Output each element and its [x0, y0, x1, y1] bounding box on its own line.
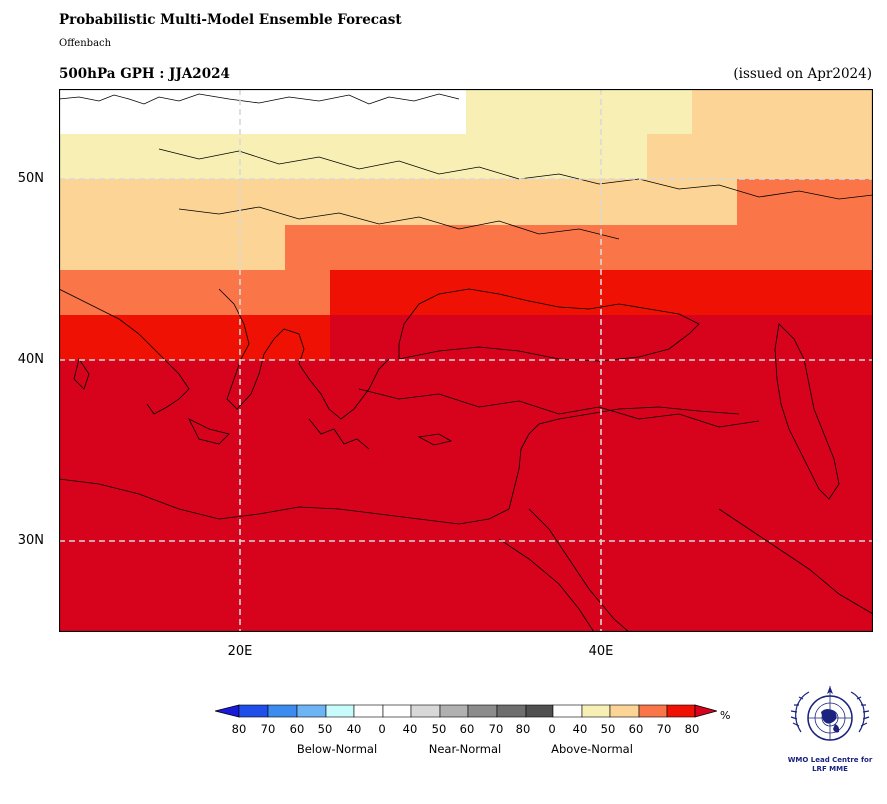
lon-label-40e: 40E: [588, 644, 614, 659]
colorbar-above-70: [666, 704, 696, 718]
levant-coast: [508, 406, 740, 510]
lat-label-30n: 30N: [17, 533, 44, 548]
colorbar-below-60: [296, 704, 327, 718]
colorbar-near-70: [496, 704, 527, 718]
aegean-islands: [308, 418, 370, 450]
colorbar-below-40: [353, 704, 384, 718]
probability-blocks: [59, 89, 873, 632]
wmo-emblem-icon: [790, 686, 870, 741]
variable-label: 500hPa GPH : JJA2024: [59, 66, 230, 82]
map-subtitle: Offenbach: [59, 38, 112, 49]
colorbar-tick: 40: [572, 722, 588, 736]
caspian-sea: [774, 323, 840, 500]
sardinia: [73, 358, 90, 390]
category-below-normal: Below-Normal: [296, 742, 378, 756]
colorbar-near-50: [439, 704, 469, 718]
block-above-70: [59, 315, 330, 360]
block-above-50: [647, 134, 873, 179]
cyprus: [417, 433, 453, 446]
block-above-50: [59, 225, 285, 270]
block-above-60: [737, 179, 873, 225]
colorbar: [214, 703, 719, 724]
wmo-logo: [787, 684, 873, 776]
colorbar-tick: 70: [260, 722, 276, 736]
black-sea: [398, 288, 700, 362]
balkan-coast: [218, 288, 390, 420]
lat-label-40n: 40N: [17, 352, 44, 367]
colorbar-svg: [214, 704, 719, 718]
colorbar-near-60: [467, 704, 498, 718]
wmo-caption-line1: WMO Lead Centre for: [787, 756, 873, 764]
colorbar-tick: 0: [548, 722, 556, 736]
sicily: [188, 418, 230, 445]
colorbar-below-80: [238, 704, 269, 718]
forecast-map: [59, 89, 873, 632]
colorbar-above-40: [581, 704, 611, 718]
category-near-normal: Near-Normal: [428, 742, 502, 756]
colorbar-tick: 0: [378, 722, 386, 736]
colorbar-above-50: [609, 704, 640, 718]
red-sea-west: [498, 538, 595, 632]
colorbar-tick: 80: [684, 722, 700, 736]
map-svg: [59, 89, 873, 632]
colorbar-tick: 60: [628, 722, 644, 736]
colorbar-tick: 40: [346, 722, 362, 736]
colorbar-tick: 50: [317, 722, 333, 736]
colorbar-tick: 70: [656, 722, 672, 736]
colorbar-tick: 70: [488, 722, 504, 736]
wmo-caption: WMO Lead Centre for LRF MME: [780, 756, 880, 774]
block-above-60: [285, 225, 873, 270]
colorbar-near-80: [525, 704, 554, 718]
colorbar-below-70: [267, 704, 298, 718]
colorbar-near-40: [410, 704, 441, 718]
block-above-40: [59, 134, 647, 179]
colorbar-tick: 50: [431, 722, 447, 736]
map-border: [59, 89, 873, 632]
issued-label: (issued on Apr2024): [733, 66, 872, 82]
colorbar-below-50: [325, 704, 355, 718]
colorbar-arrow-right: [694, 704, 719, 718]
map-title: Probabilistic Multi-Model Ensemble Forec…: [59, 12, 402, 28]
wmo-caption-line2: LRF MME: [812, 765, 848, 773]
colorbar-above-60: [638, 704, 668, 718]
gridlines: [59, 89, 873, 632]
colorbar-tick: 80: [515, 722, 531, 736]
block-above-60: [59, 270, 330, 315]
block-above-40: [466, 89, 692, 134]
colorbar-above-0: [552, 704, 583, 718]
colorbar-arrow-left: [214, 704, 240, 718]
italy-coast: [59, 288, 190, 415]
lat-label-50n: 50N: [17, 171, 44, 186]
north-africa-coast: [59, 478, 510, 525]
colorbar-tick: 40: [402, 722, 418, 736]
border-line: [358, 388, 760, 428]
lon-label-20e: 20E: [227, 644, 253, 659]
persian-gulf: [718, 508, 873, 615]
colorbar-near-0: [382, 704, 412, 718]
northern-coast: [59, 93, 460, 105]
border-line: [178, 206, 620, 240]
block-white: [59, 89, 466, 134]
block-above-50: [692, 89, 873, 134]
colorbar-unit: %: [720, 709, 731, 722]
colorbar-tick: 60: [289, 722, 305, 736]
colorbar-tick: 60: [459, 722, 475, 736]
colorbar-tick: 50: [600, 722, 616, 736]
colorbar-tick: 80: [231, 722, 247, 736]
block-above-50: [59, 179, 737, 225]
red-sea-east: [528, 508, 630, 632]
category-above-normal: Above-Normal: [551, 742, 633, 756]
